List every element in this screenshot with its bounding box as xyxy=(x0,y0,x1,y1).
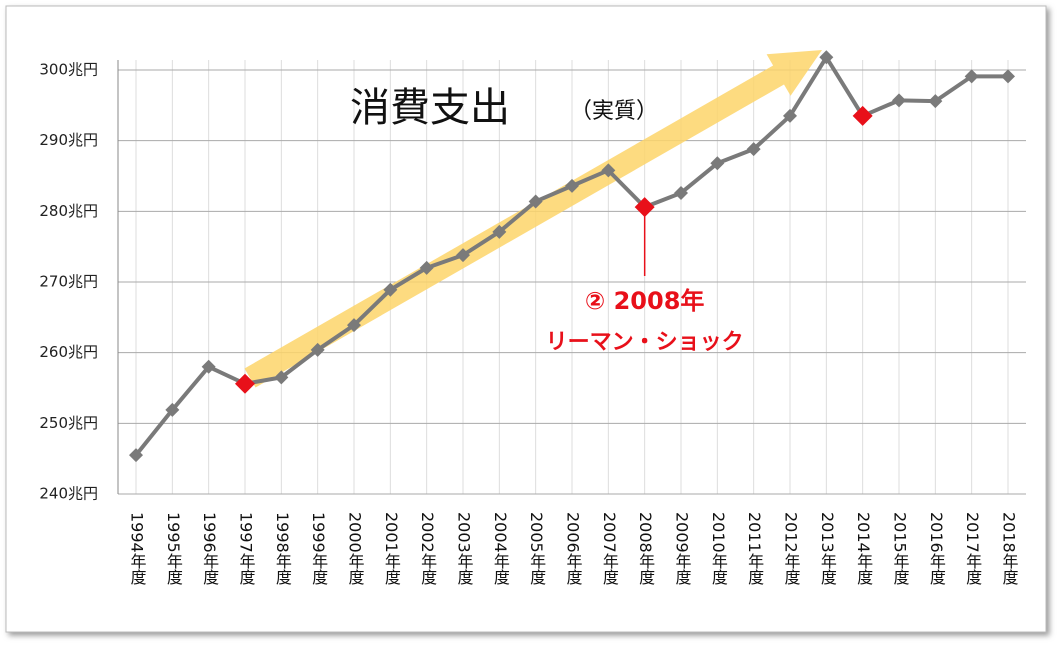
data-point xyxy=(129,448,143,463)
data-point xyxy=(383,282,398,297)
x-tick-label: 2000年度 xyxy=(346,512,365,585)
data-point xyxy=(528,194,543,209)
data-point xyxy=(492,224,507,239)
annotation-text: ② 2008年 xyxy=(585,287,704,315)
x-tick-label: 2011年度 xyxy=(745,512,764,585)
data-point xyxy=(601,163,616,178)
data-point xyxy=(165,402,180,417)
x-tick-label: 2015年度 xyxy=(891,512,910,585)
x-tick-label: 1999年度 xyxy=(309,512,328,585)
x-tick-label: 1997年度 xyxy=(237,512,256,585)
x-tick-label: 2003年度 xyxy=(455,512,474,585)
data-point xyxy=(310,342,325,357)
y-tick-label: 300兆円 xyxy=(39,61,98,79)
data-point xyxy=(274,370,289,385)
data-point xyxy=(964,69,979,84)
chart-subtitle: （実質） xyxy=(570,99,658,124)
x-tick-label: 2013年度 xyxy=(818,512,837,585)
x-tick-label: 2008年度 xyxy=(636,512,655,585)
y-tick-label: 280兆円 xyxy=(39,202,98,220)
y-tick-label: 260兆円 xyxy=(39,343,98,361)
x-tick-label: 2016年度 xyxy=(927,512,946,585)
x-tick-label: 2006年度 xyxy=(564,512,583,585)
y-tick-label: 290兆円 xyxy=(39,131,98,149)
x-tick-label: 2018年度 xyxy=(1000,512,1019,585)
data-point xyxy=(892,93,906,108)
data-point xyxy=(634,197,655,218)
trend-arrow xyxy=(244,50,822,388)
x-tick-label: 1994年度 xyxy=(128,512,147,585)
x-tick-label: 2010年度 xyxy=(709,512,728,585)
x-tick-label: 1995年度 xyxy=(164,512,183,585)
x-tick-label: 1996年度 xyxy=(200,512,219,585)
y-tick-label: 270兆円 xyxy=(39,273,98,291)
data-point xyxy=(928,94,943,109)
data-point xyxy=(419,260,434,275)
data-point xyxy=(710,156,725,171)
data-point xyxy=(674,185,688,200)
x-tick-label: 2012年度 xyxy=(782,512,801,585)
x-tick-label: 2004年度 xyxy=(491,512,510,585)
x-tick-label: 2014年度 xyxy=(854,512,873,585)
data-point xyxy=(1001,69,1015,84)
x-tick-label: 1998年度 xyxy=(273,512,292,585)
x-tick-label: 2007年度 xyxy=(600,512,619,585)
annotation-text: リーマン・ショック xyxy=(546,330,744,355)
data-point xyxy=(783,108,797,123)
x-tick-label: 2001年度 xyxy=(382,512,401,585)
y-tick-label: 250兆円 xyxy=(39,414,98,432)
x-tick-label: 2005年度 xyxy=(527,512,546,585)
x-tick-label: 2009年度 xyxy=(673,512,692,585)
data-point xyxy=(819,50,834,65)
data-point xyxy=(235,373,255,394)
y-tick-label: 240兆円 xyxy=(39,485,98,503)
data-point xyxy=(565,178,579,193)
x-tick-label: 2017年度 xyxy=(963,512,982,585)
chart-title: 消費支出 xyxy=(350,85,510,131)
data-point xyxy=(746,142,761,157)
grid: 1994年度 1995年度 1996年度 1997年度 1998年度 1999年度 2000… xyxy=(39,60,1026,585)
data-point xyxy=(347,318,361,333)
data-point xyxy=(852,105,873,126)
x-tick-label: 2002年度 xyxy=(418,512,437,585)
data-point xyxy=(456,248,470,263)
data-point xyxy=(201,359,216,374)
